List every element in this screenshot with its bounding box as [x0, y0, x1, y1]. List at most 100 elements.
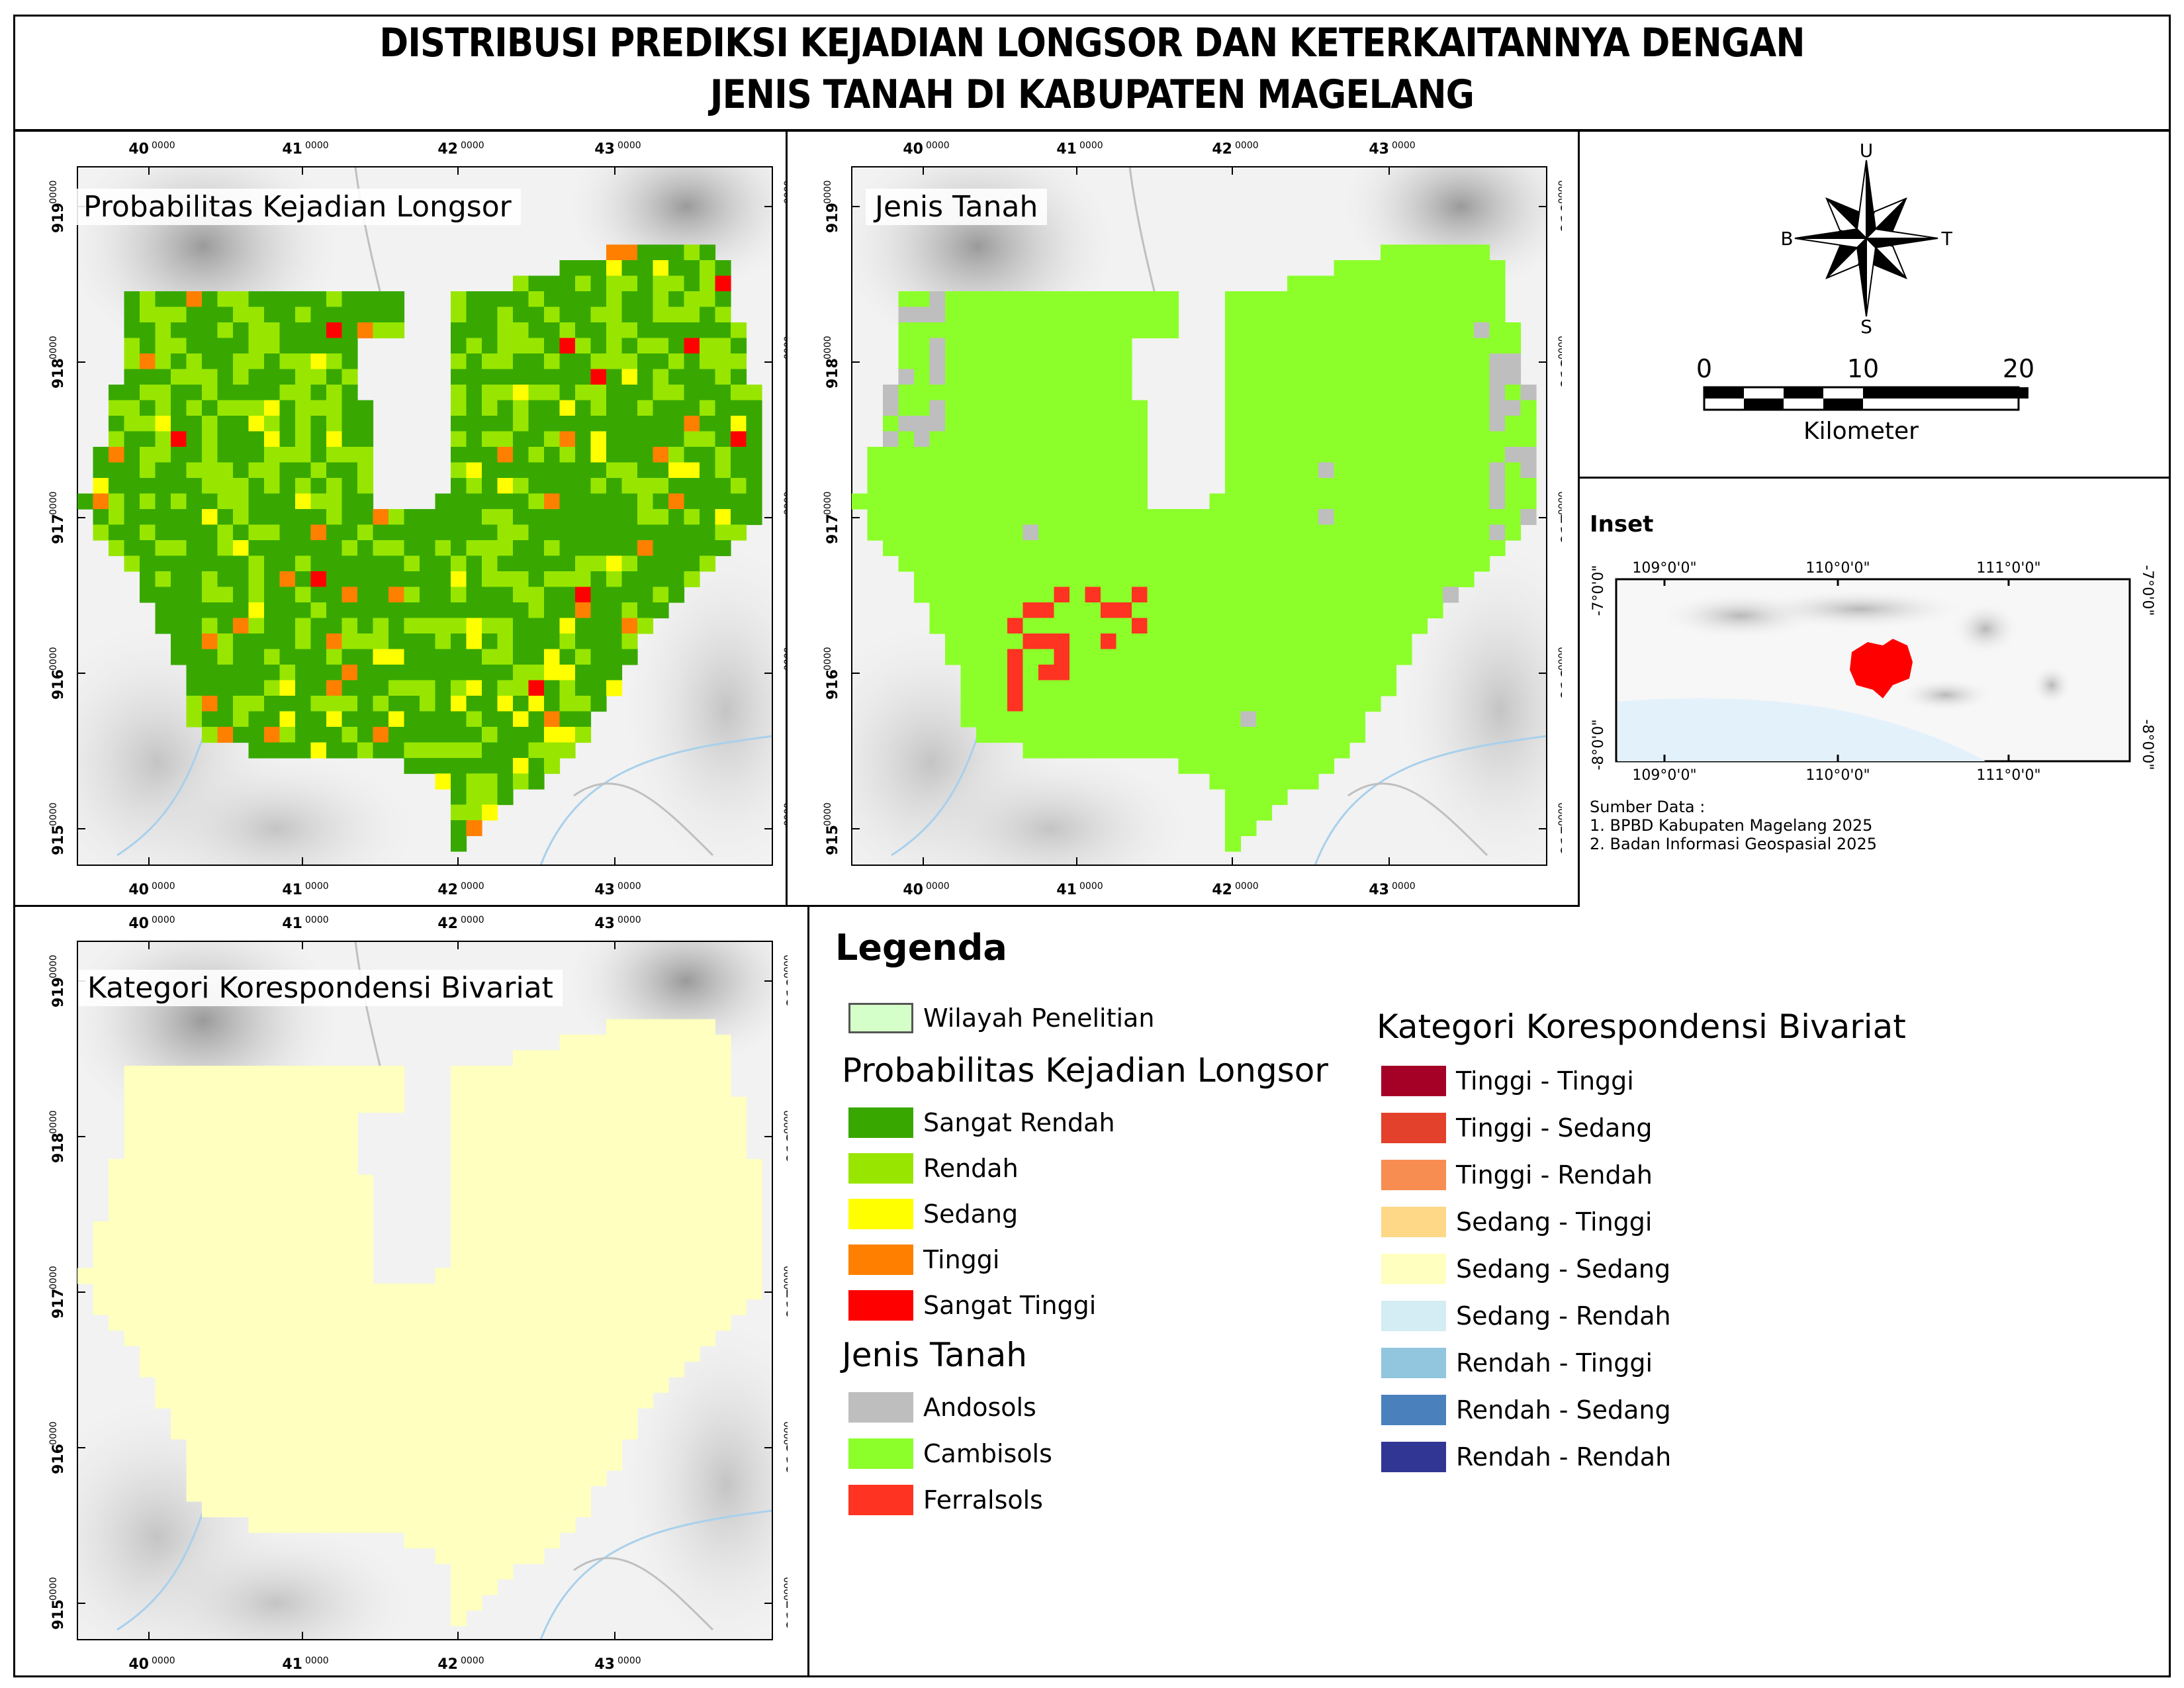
raster-cell: [497, 711, 514, 727]
raster-cell: [1287, 649, 1304, 665]
raster-cell: [341, 322, 358, 339]
raster-cell: [1381, 400, 1397, 416]
raster-cell: [1458, 555, 1475, 572]
raster-cell: [420, 1299, 436, 1315]
raster-cell: [248, 1501, 265, 1518]
raster-cell: [420, 1361, 436, 1378]
raster-cell: [264, 571, 281, 588]
raster-cell: [1334, 493, 1350, 510]
x-tick-sup-bot: 0000: [1079, 881, 1103, 892]
raster-cell: [233, 369, 250, 385]
raster-cell: [731, 1159, 747, 1176]
raster-cell: [1396, 400, 1412, 416]
raster-cell: [357, 1268, 374, 1284]
raster-cell: [621, 447, 638, 463]
raster-cell: [1007, 618, 1024, 634]
raster-cell: [310, 1439, 327, 1456]
raster-cell: [1116, 524, 1132, 541]
raster-cell: [653, 291, 669, 308]
raster-cell: [559, 1423, 576, 1440]
y-tick-sup-left: 0000: [823, 336, 833, 359]
raster-cell: [621, 260, 638, 277]
raster-cell: [653, 540, 669, 557]
raster-cell: [451, 633, 467, 650]
raster-cell: [559, 1159, 576, 1176]
raster-cell: [976, 649, 993, 665]
raster-cell: [544, 1081, 561, 1098]
raster-cell: [914, 586, 931, 603]
raster-cell: [217, 509, 234, 526]
raster-cell: [1458, 353, 1475, 370]
raster-cell: [420, 633, 436, 650]
raster-cell: [341, 571, 358, 588]
raster-cell: [898, 462, 915, 479]
raster-cell: [684, 1205, 700, 1222]
x-tick-sup-bot: 0000: [617, 1656, 641, 1666]
raster-cell: [497, 696, 514, 712]
raster-cell: [93, 524, 109, 541]
raster-cell: [731, 1205, 747, 1222]
raster-cell: [140, 306, 156, 323]
raster-cell: [1085, 727, 1101, 743]
raster-cell: [914, 291, 931, 308]
raster-cell: [929, 524, 946, 541]
raster-cell: [559, 1485, 576, 1502]
raster-cell: [482, 1579, 498, 1595]
raster-cell: [171, 385, 187, 401]
raster-cell: [217, 400, 234, 416]
raster-cell: [326, 1454, 343, 1471]
y-tick-sup-right: 0000: [783, 1421, 788, 1445]
raster-cell: [700, 275, 716, 292]
raster-cell: [684, 1346, 700, 1362]
raster-cell: [1194, 711, 1210, 727]
raster-cell: [653, 244, 669, 261]
raster-cell: [606, 1128, 623, 1145]
raster-cell: [295, 602, 312, 619]
raster-cell: [435, 618, 451, 634]
raster-cell: [420, 742, 436, 759]
raster-cell: [653, 385, 669, 401]
raster-cell: [497, 602, 514, 619]
raster-cell: [1349, 665, 1366, 681]
raster-cell: [279, 1501, 296, 1518]
raster-cell: [1381, 416, 1397, 432]
raster-cell: [575, 1392, 592, 1409]
raster-cell: [1225, 820, 1242, 837]
raster-cell: [264, 1423, 281, 1440]
raster-cell: [482, 1439, 498, 1456]
raster-cell: [326, 353, 343, 370]
raster-cell: [482, 1423, 498, 1440]
scale-label-10: 10: [1847, 354, 1879, 383]
raster-cell: [171, 1330, 187, 1346]
raster-cell: [341, 649, 358, 665]
raster-cell: [404, 1439, 420, 1456]
raster-cell: [976, 602, 993, 619]
raster-cell: [326, 1081, 343, 1098]
raster-cell: [264, 1454, 281, 1471]
raster-cell: [1318, 369, 1335, 385]
raster-cell: [93, 462, 109, 479]
raster-cell: [186, 649, 203, 665]
raster-cell: [590, 1112, 607, 1129]
raster-cell: [451, 835, 467, 852]
raster-cell: [451, 338, 467, 354]
raster-cell: [1396, 260, 1412, 277]
x-tick-sup-top: 0000: [152, 915, 175, 925]
raster-cell: [451, 431, 467, 447]
y-tick-sup-left: 0000: [48, 647, 59, 671]
raster-cell: [1225, 431, 1242, 447]
raster-cell: [217, 680, 234, 696]
raster-cell: [668, 478, 685, 494]
raster-cell: [1412, 400, 1428, 416]
raster-cell: [914, 400, 931, 416]
raster-cell: [1147, 524, 1163, 541]
raster-cell: [960, 338, 977, 354]
raster-cell: [513, 1252, 529, 1269]
raster-cell: [279, 680, 296, 696]
raster-cell: [637, 540, 654, 557]
raster-cell: [684, 322, 700, 339]
raster-cell: [295, 509, 312, 526]
raster-cell: [1287, 509, 1304, 526]
raster-cell: [295, 493, 312, 510]
raster-cell: [451, 571, 467, 588]
